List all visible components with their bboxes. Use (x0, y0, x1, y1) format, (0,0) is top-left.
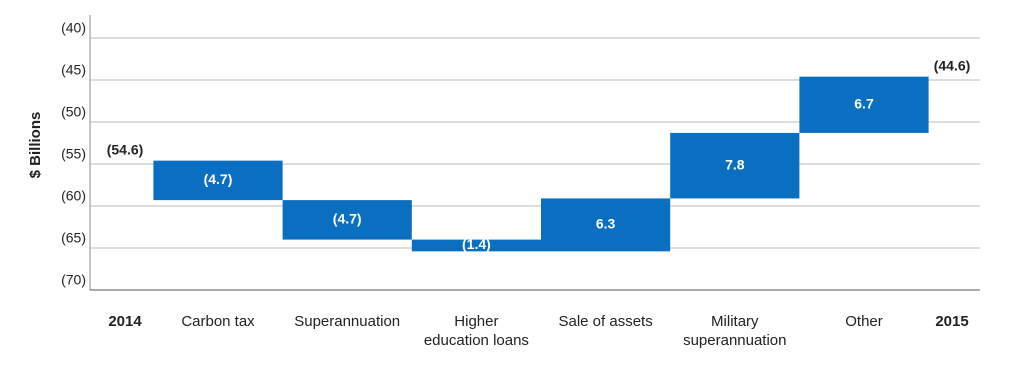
x-tick-label: Other (845, 313, 883, 330)
bar-label: (4.7) (204, 171, 233, 187)
y-tick-label: (40) (61, 20, 86, 36)
x-tick-label: Carbon tax (181, 313, 255, 330)
y-tick-label: (65) (61, 230, 86, 246)
bar (153, 160, 283, 201)
bar (541, 198, 671, 252)
x-tick-label: Higher education loans (423, 313, 529, 349)
y-tick-label: (55) (61, 146, 86, 162)
bar (411, 239, 541, 252)
bar-label: (1.4) (462, 236, 491, 252)
bar-label: 7.8 (725, 156, 745, 172)
bar (282, 200, 412, 240)
x-tick-label: Sale of assets (558, 313, 653, 330)
total-label: (54.6) (107, 141, 144, 157)
total-label: (44.6) (934, 57, 971, 73)
x-tick-label: 2014 (108, 313, 142, 330)
y-tick-label: (50) (61, 104, 86, 120)
bar (799, 76, 929, 133)
y-tick-label: (70) (61, 272, 86, 288)
x-tick-label: Superannuation (294, 313, 401, 330)
x-tick-label: 2015 (935, 313, 969, 330)
bar-label: (4.7) (333, 211, 362, 227)
bar-label: 6.7 (854, 95, 874, 111)
bar (670, 132, 800, 199)
y-axis-label: $ Billions (27, 112, 44, 179)
y-tick-label: (45) (61, 62, 86, 78)
x-tick-label: Military superannuation (683, 313, 787, 349)
y-tick-label: (60) (61, 188, 86, 204)
bar-label: 6.3 (596, 216, 616, 232)
